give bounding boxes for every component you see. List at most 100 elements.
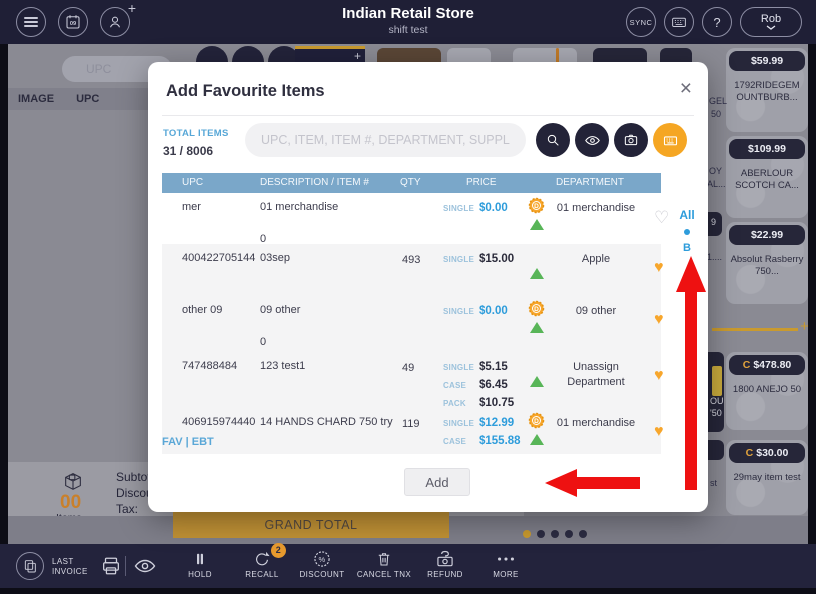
store-title: Indian Retail Store xyxy=(342,5,474,22)
favourite-heart-icon[interactable]: ♡ xyxy=(654,208,670,227)
item-upc: 406915974440 xyxy=(182,416,256,428)
favourite-heart-icon[interactable]: ♥ xyxy=(654,311,664,328)
item-prices: SINGLE $15.00 xyxy=(443,250,514,268)
nav-discount[interactable]: % DISCOUNT xyxy=(290,548,354,579)
favourite-heart-icon[interactable]: ♥ xyxy=(654,367,664,384)
item-number: 0 xyxy=(260,233,267,245)
item-description: 123 test1 xyxy=(260,360,306,372)
favourite-heart-icon[interactable]: ♥ xyxy=(654,259,664,276)
close-icon[interactable]: × xyxy=(679,77,692,100)
svg-text:%: % xyxy=(318,555,325,564)
green-triangle-icon xyxy=(530,219,544,230)
item-upc: 400422705144 xyxy=(182,252,256,264)
search-button[interactable] xyxy=(536,123,570,157)
user-menu-button[interactable]: Rob xyxy=(740,7,802,37)
product-card[interactable]: $22.99 Absolut Rasberry 750... xyxy=(726,222,808,304)
item-description: 14 HANDS CHARD 750 try xyxy=(260,416,393,428)
grand-total-button[interactable]: GRAND TOTAL xyxy=(173,512,449,538)
favourites-tab-underline xyxy=(712,328,798,331)
recall-icon: 2 xyxy=(230,543,294,570)
price-value: $0.00 xyxy=(479,305,508,317)
alphabet-filter-letter-b[interactable]: B xyxy=(683,242,691,254)
favourite-item-row[interactable]: mer 01 merchandise 0 SINGLE $0.00 D 01 merchan… xyxy=(162,193,682,245)
camera-icon xyxy=(624,134,638,146)
alphabet-filter-all[interactable]: All xyxy=(679,208,695,222)
person-icon xyxy=(110,16,120,28)
pagination-dot[interactable] xyxy=(551,530,559,538)
price-value: $15.00 xyxy=(479,253,515,265)
view-toggle-button[interactable] xyxy=(575,123,609,157)
favourite-heart-icon[interactable]: ♥ xyxy=(654,423,664,440)
pagination-dot[interactable] xyxy=(579,530,587,538)
item-prices: SINGLE $12.99 CASE $155.88 xyxy=(443,414,521,450)
calendar-icon: 09 xyxy=(66,15,80,29)
product-card[interactable]: C $30.00 29may item test xyxy=(726,440,808,515)
favourite-item-row[interactable]: 400422705144 03sep 493 SINGLE $15.00 Apple ♥ xyxy=(162,244,682,296)
nav-refund[interactable]: REFUND xyxy=(413,548,477,579)
favourite-item-row[interactable]: other 09 09 other 0 SINGLE $0.00 D 09 other ♥ xyxy=(162,296,682,352)
keyboard-icon xyxy=(672,17,686,27)
keyboard-toggle-button[interactable] xyxy=(653,123,687,157)
product-name: ABERLOUR SCOTCH CA... xyxy=(735,168,799,192)
text-fragment: 1.... xyxy=(707,252,723,262)
refund-icon xyxy=(413,548,477,570)
item-description: 09 other xyxy=(260,304,301,316)
favourite-item-row[interactable]: 406915974440 14 HANDS CHARD 750 try 119 SIN… xyxy=(162,408,682,454)
pagination-dot[interactable] xyxy=(537,530,545,538)
nav-more[interactable]: MORE xyxy=(474,548,538,579)
item-department: Apple xyxy=(581,253,611,265)
svg-text:D: D xyxy=(534,203,539,210)
product-card[interactable]: $59.99 1792RIDEGEM OUNTBURB... xyxy=(726,48,808,132)
keyboard-icon xyxy=(663,135,677,145)
nav-recall[interactable]: 2 RECALL xyxy=(230,543,294,579)
add-button[interactable]: Add xyxy=(404,468,470,496)
product-thumb-partial xyxy=(447,48,491,62)
total-items-label: TOTAL ITEMS xyxy=(163,128,229,139)
sync-button[interactable]: SYNC xyxy=(626,7,656,37)
eye-icon xyxy=(584,135,600,145)
product-price-tag: $109.99 xyxy=(729,139,805,159)
product-price: $30.00 xyxy=(756,447,789,459)
print-icon[interactable] xyxy=(100,555,122,577)
add-customer-button[interactable]: + xyxy=(100,0,136,37)
trash-icon xyxy=(352,548,416,570)
product-card[interactable]: C $478.80 1800 ANEJO 50 xyxy=(726,352,808,430)
camera-scan-button[interactable] xyxy=(614,123,648,157)
pagination-dot[interactable] xyxy=(523,530,531,538)
item-qty: 49 xyxy=(402,362,415,374)
invoice-icon xyxy=(24,560,36,573)
fav-ebt-link[interactable]: FAV | EBT xyxy=(162,436,214,448)
last-invoice-button[interactable] xyxy=(16,552,44,580)
product-price: $22.99 xyxy=(750,229,784,241)
add-tab-plus[interactable]: + xyxy=(800,318,809,335)
pagination-dot[interactable] xyxy=(565,530,573,538)
shift-subtitle: shift test xyxy=(388,24,428,36)
text-fragment: '50 xyxy=(710,408,722,418)
eye-icon[interactable] xyxy=(133,554,157,578)
product-card[interactable]: $109.99 ABERLOUR SCOTCH CA... xyxy=(726,136,808,218)
last-invoice-label: LAST INVOICE xyxy=(52,557,88,576)
price-value: $12.99 xyxy=(479,417,515,429)
keyboard-button[interactable] xyxy=(664,7,694,37)
help-button[interactable]: ? xyxy=(702,7,732,37)
case-price-prefix: C xyxy=(745,447,754,459)
coin-badge-icon: D xyxy=(528,197,545,217)
product-name: 29may item test xyxy=(733,472,801,483)
more-dots-icon xyxy=(474,548,538,570)
calendar-button[interactable]: 09 xyxy=(58,7,88,37)
item-search-input[interactable] xyxy=(245,123,526,157)
nav-hold[interactable]: HOLD xyxy=(168,548,232,579)
price-type-label: CASE xyxy=(443,437,467,446)
product-name: 1792RIDEGEM OUNTBURB... xyxy=(734,80,800,104)
product-price-tag: C $30.00 xyxy=(729,443,805,463)
background-tab[interactable]: + xyxy=(295,46,365,64)
product-thumb-partial xyxy=(513,48,577,62)
svg-text:09: 09 xyxy=(70,21,76,27)
green-triangle-icon xyxy=(530,376,544,387)
nav-cancel-tnx[interactable]: CANCEL TNX xyxy=(352,548,416,579)
item-prices: SINGLE $5.15 CASE $6.45 PACK $10.75 xyxy=(443,358,514,412)
favourite-item-row[interactable]: 747488484 123 test1 49 SINGLE $5.15 CASE $6.45… xyxy=(162,352,682,409)
menu-button[interactable] xyxy=(16,7,46,37)
price-type-label: SINGLE xyxy=(443,307,474,316)
product-price: $109.99 xyxy=(748,143,786,155)
